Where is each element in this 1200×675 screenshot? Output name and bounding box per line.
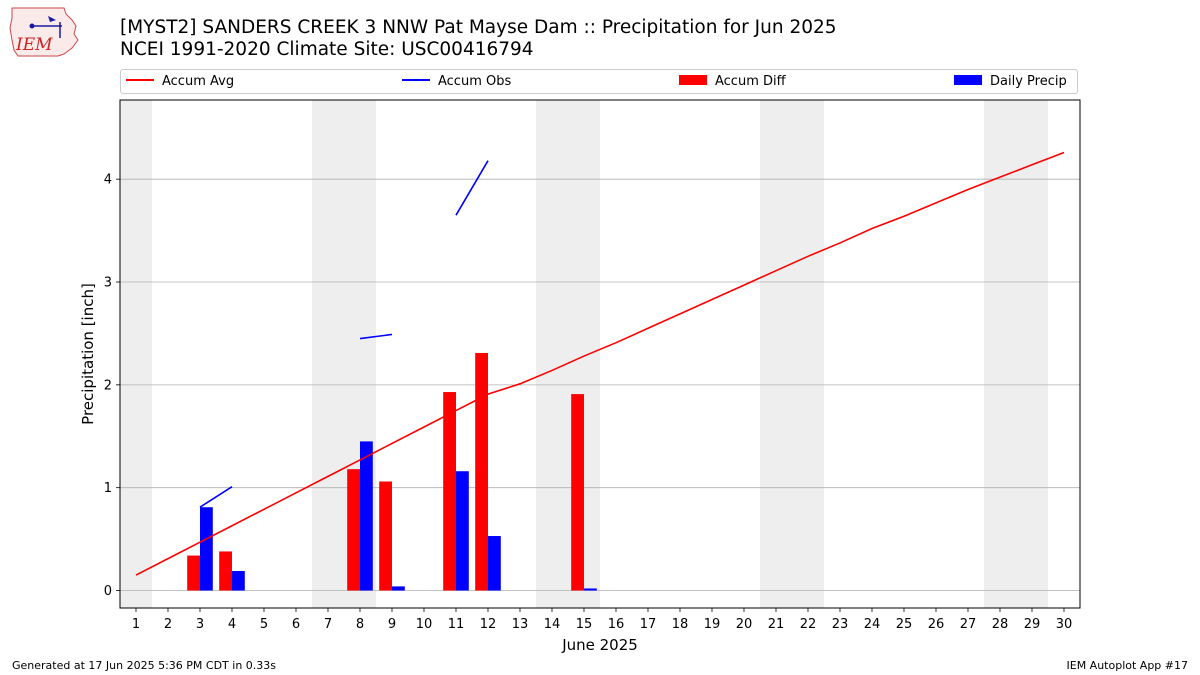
- legend-label-daily-precip: Daily Precip: [990, 74, 1067, 89]
- x-tick-label: 25: [896, 617, 913, 632]
- x-tick-label: 29: [1024, 617, 1041, 632]
- accum-diff-bar: [347, 469, 360, 591]
- daily-precip-bar: [392, 586, 405, 591]
- chart-legend: Accum Avg Accum Obs Accum Diff Daily Pre…: [120, 69, 1078, 94]
- accum-diff-bar: [571, 394, 584, 591]
- daily-precip-bar: [200, 507, 213, 591]
- weekend-band: [760, 100, 792, 608]
- iem-logo-graphic: IEM: [9, 7, 79, 57]
- x-tick-label: 27: [960, 617, 977, 632]
- accum-obs-segment: [359, 333, 393, 340]
- legend-label-accum-obs: Accum Obs: [438, 74, 512, 89]
- x-tick-label: 24: [864, 617, 881, 632]
- weekend-band: [536, 100, 568, 608]
- chart-title: [MYST2] SANDERS CREEK 3 NNW Pat Mayse Da…: [120, 17, 837, 61]
- legend-item-daily-precip: Daily Precip: [954, 74, 1067, 90]
- x-tick-label: 10: [416, 617, 433, 632]
- legend-label-accum-diff: Accum Diff: [715, 74, 786, 89]
- app-id-label: IEM Autoplot App #17: [1066, 659, 1189, 672]
- x-axis-label: June 2025: [561, 636, 638, 654]
- x-tick-label: 23: [832, 617, 849, 632]
- x-tick-label: 4: [228, 617, 236, 632]
- accum-diff-bar: [187, 555, 200, 591]
- svg-text:IEM: IEM: [15, 35, 53, 55]
- legend-swatch-accum-obs: [402, 78, 430, 81]
- legend-label-accum-avg: Accum Avg: [162, 74, 235, 89]
- accum-obs-segment: [455, 160, 489, 216]
- chart-title-line2: NCEI 1991-2020 Climate Site: USC00416794: [120, 39, 534, 60]
- x-tick-label: 12: [480, 617, 497, 632]
- x-tick-label: 5: [260, 617, 268, 632]
- x-tick-label: 18: [672, 617, 689, 632]
- accum-diff-bar: [443, 392, 456, 591]
- x-tick-label: 8: [356, 617, 364, 632]
- weekend-band: [792, 100, 824, 608]
- generated-timestamp: Generated at 17 Jun 2025 5:36 PM CDT in …: [12, 659, 277, 672]
- x-tick-label: 2: [164, 617, 172, 632]
- y-tick-label: 0: [104, 584, 112, 599]
- y-tick-label: 1: [104, 481, 112, 496]
- iem-logo: IEM: [6, 4, 82, 60]
- accum-diff-bar: [379, 481, 392, 591]
- daily-precip-bar: [360, 441, 373, 591]
- x-tick-label: 30: [1056, 617, 1073, 632]
- weekend-band: [984, 100, 1016, 608]
- weekend-band: [120, 100, 152, 608]
- chart-title-line1: [MYST2] SANDERS CREEK 3 NNW Pat Mayse Da…: [120, 17, 837, 38]
- y-tick-label: 2: [104, 378, 112, 393]
- accum-diff-bar: [475, 352, 488, 591]
- daily-precip-bar: [232, 570, 245, 591]
- x-tick-label: 21: [768, 617, 785, 632]
- y-axis-label: Precipitation [inch]: [79, 283, 97, 425]
- legend-swatch-accum-diff: [679, 74, 707, 85]
- x-tick-label: 3: [196, 617, 204, 632]
- x-tick-label: 6: [292, 617, 300, 632]
- weekend-band: [312, 100, 344, 608]
- x-tick-label: 13: [512, 617, 529, 632]
- x-tick-label: 1: [132, 617, 140, 632]
- daily-precip-bar: [488, 536, 501, 591]
- x-tick-label: 9: [388, 617, 396, 632]
- daily-precip-bar: [456, 471, 469, 591]
- x-tick-label: 28: [992, 617, 1009, 632]
- x-tick-label: 14: [544, 617, 561, 632]
- daily-precip-bar: [584, 588, 597, 591]
- weekend-band: [1016, 100, 1048, 608]
- x-tick-label: 22: [800, 617, 817, 632]
- y-tick-label: 3: [104, 276, 112, 291]
- x-tick-label: 26: [928, 617, 945, 632]
- legend-swatch-accum-avg: [126, 78, 154, 81]
- x-tick-label: 7: [324, 617, 332, 632]
- x-tick-label: 16: [608, 617, 625, 632]
- y-tick-label: 4: [104, 173, 112, 188]
- accum-avg-line: [135, 151, 1065, 576]
- x-tick-label: 15: [576, 617, 593, 632]
- x-tick-label: 20: [736, 617, 753, 632]
- legend-swatch-daily-precip: [954, 74, 982, 85]
- legend-item-accum-diff: Accum Diff: [679, 74, 786, 90]
- accum-obs-segment: [199, 485, 233, 508]
- x-tick-label: 11: [448, 617, 465, 632]
- x-tick-label: 17: [640, 617, 657, 632]
- plot-frame: [119, 99, 1081, 609]
- x-tick-label: 19: [704, 617, 721, 632]
- legend-item-accum-obs: Accum Obs: [402, 74, 511, 90]
- accum-diff-bar: [219, 551, 232, 591]
- legend-item-accum-avg: Accum Avg: [126, 74, 234, 90]
